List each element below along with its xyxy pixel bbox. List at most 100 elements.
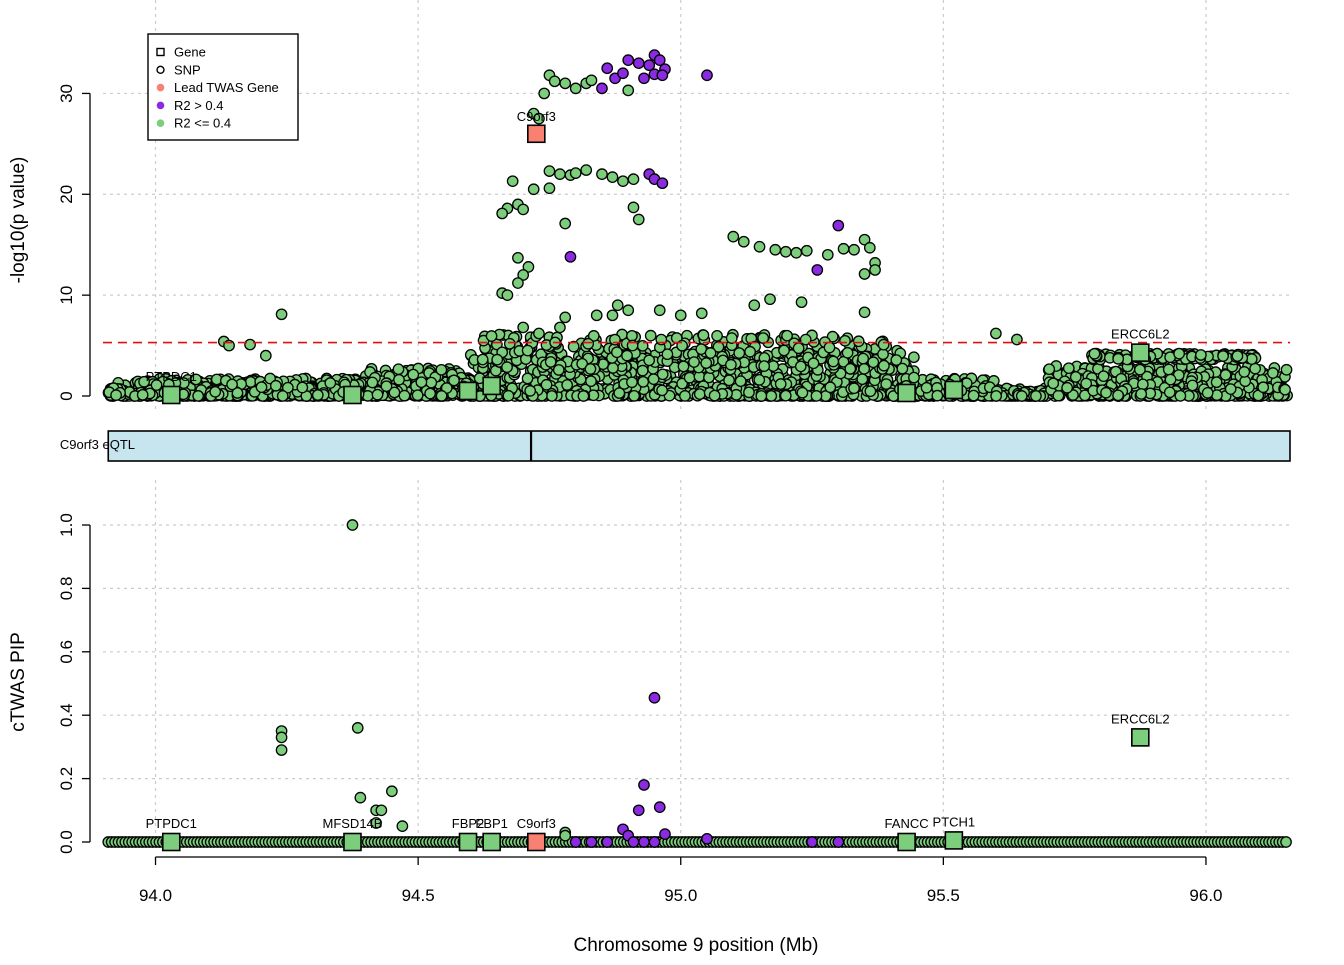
gene-marker-ercc6l2 [1131, 728, 1150, 747]
gene-label-ercc6l2: ERCC6L2 [1111, 711, 1170, 726]
snp-r2-low [737, 235, 750, 248]
snp-r2-low [375, 804, 388, 817]
gene-label-ptch1: PTCH1 [933, 814, 976, 829]
background-snp [567, 340, 580, 353]
eqtl-label: C9orf3 eQTL [60, 437, 135, 452]
x-tick-label: 95.0 [664, 886, 697, 905]
background-snp [841, 346, 854, 359]
background-snp [856, 373, 869, 386]
background-snp [810, 390, 823, 402]
background-snp [656, 384, 668, 397]
background-snp [398, 389, 411, 402]
snp-r2-low [858, 306, 871, 319]
background-snp [1047, 377, 1060, 390]
background-snp [1249, 362, 1261, 375]
background-snp [1279, 383, 1291, 396]
background-snp [711, 329, 723, 342]
background-snp [1112, 389, 1124, 402]
bottom-background-snps [102, 836, 1292, 848]
background-snp [1267, 367, 1279, 379]
background-snp [844, 362, 857, 375]
background-snp [827, 355, 840, 368]
snp-r2-high [596, 82, 608, 95]
snp-r2-low [543, 182, 556, 195]
snp-r2-low [632, 213, 645, 226]
bottom-y-axis-label: cTWAS PIP [8, 632, 29, 732]
snp-r2-low [386, 785, 398, 798]
snp-r2-high [638, 779, 650, 791]
background-snp [753, 373, 766, 386]
background-snp [503, 337, 516, 350]
gene-label-c9orf3: C9orf3 [517, 816, 556, 831]
background-snp [1231, 350, 1244, 362]
background-snp [688, 356, 700, 368]
background-snp [411, 389, 424, 402]
snp-r2-low [790, 246, 803, 259]
snp-r2-low [779, 245, 792, 258]
snp-r2-high [701, 69, 713, 82]
background-snp [1257, 381, 1270, 394]
background-snp [1088, 347, 1101, 360]
background-snp [576, 357, 589, 370]
gene-marker-fbp1 [482, 376, 501, 396]
gene-marker-c9orf3 [527, 124, 546, 144]
background-snp [1097, 370, 1110, 383]
snp-r2-low [795, 296, 808, 309]
bottom-points [275, 519, 845, 848]
snp-r2-high [627, 836, 640, 848]
background-snp [765, 390, 778, 402]
snp-r2-high [569, 836, 582, 848]
background-snp [636, 364, 649, 377]
snp-r2-low [527, 183, 540, 196]
background-snp [755, 390, 768, 402]
top-genes: PTPDC1 C9orf3 ERCC6L2 [146, 109, 1170, 405]
background-snp [779, 389, 792, 402]
snp-r2-low [695, 307, 708, 320]
gene-marker-ptpdc1 [161, 832, 181, 852]
snp-r2-low [800, 244, 813, 257]
background-snp [1201, 387, 1214, 399]
background-snp [392, 363, 405, 376]
background-snp [425, 376, 438, 389]
background-snp [1062, 362, 1075, 375]
background-snp [824, 381, 837, 394]
snp-r2-high [643, 59, 656, 72]
background-snp [435, 363, 448, 376]
snp-r2-low [346, 519, 359, 531]
snp-r2-high [648, 691, 661, 704]
background-snp [380, 380, 393, 393]
legend-entry-label: Gene [174, 45, 206, 60]
background-snp [700, 357, 713, 369]
gene-marker-ptch1 [944, 380, 964, 400]
background-snp [190, 373, 202, 386]
background-snp [582, 337, 595, 350]
background-snp [1061, 381, 1073, 394]
background-snp [1164, 373, 1177, 386]
background-snp [1280, 363, 1293, 376]
legend: Gene SNP Lead TWAS Gene R2 > 0.4 R2 <= 0.4 [147, 33, 299, 141]
background-snp [823, 341, 836, 354]
snp-r2-low [533, 327, 545, 340]
snp-r2-high [653, 54, 666, 66]
background-snp [1162, 363, 1175, 376]
background-snp [110, 389, 122, 401]
gene-label-ercc6l2: ERCC6L2 [1111, 327, 1170, 342]
snp-r2-low [764, 293, 776, 306]
gene-label-ptpdc1: PTPDC1 [146, 816, 197, 831]
snp-r2-high [832, 836, 845, 848]
snp-r2-high [806, 836, 818, 848]
snp-r2-low [617, 175, 629, 188]
gene-marker-fbp2 [458, 381, 478, 401]
background-snp [693, 388, 706, 400]
background-snp [1100, 386, 1112, 399]
snp-r2-low [517, 269, 530, 281]
background-snp [587, 330, 600, 342]
snp-r2-high [701, 832, 713, 845]
background-snp [733, 347, 746, 359]
snp-r2-high [653, 801, 666, 813]
background-snp [643, 354, 656, 367]
background-snp [282, 381, 294, 394]
background-snp [584, 363, 597, 375]
background-snp [774, 378, 787, 390]
background-snp [621, 349, 633, 362]
